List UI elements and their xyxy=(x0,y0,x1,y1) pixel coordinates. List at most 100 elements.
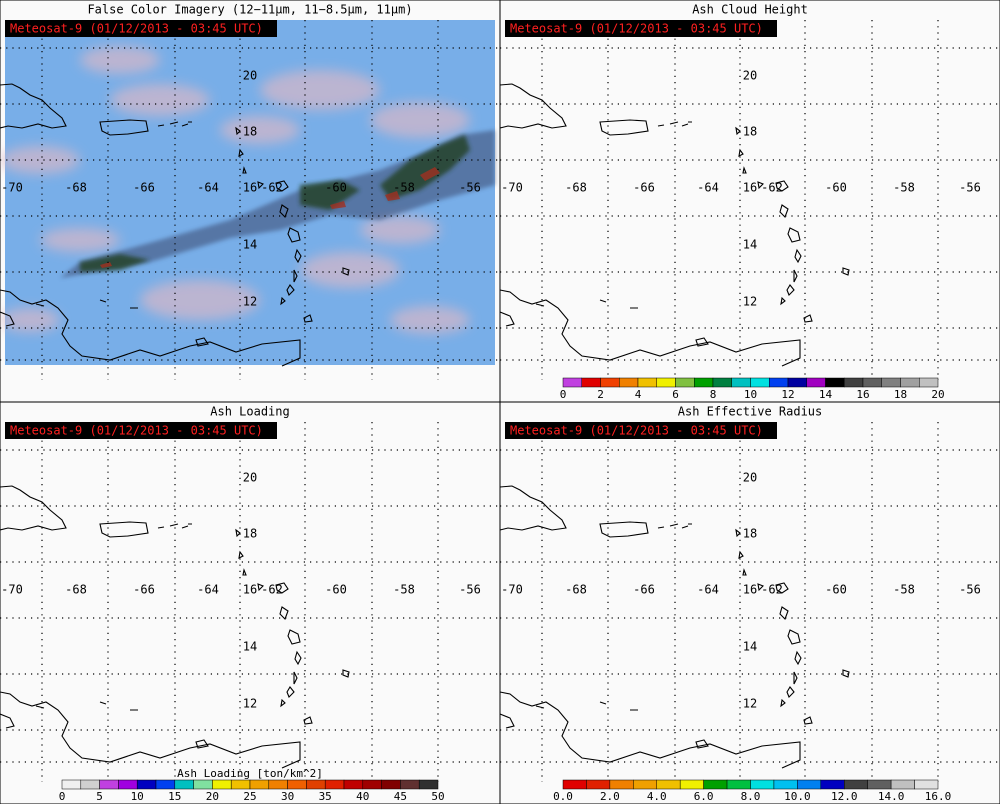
haze xyxy=(220,116,300,144)
colorbar-tick: 4.0 xyxy=(647,790,667,803)
colorbar-tick: 25 xyxy=(243,790,256,803)
colorbar-tick: 40 xyxy=(356,790,369,803)
lon-label: -64 xyxy=(197,583,219,597)
colorbar-swatch xyxy=(268,779,288,790)
lon-label: -64 xyxy=(197,181,219,195)
lon-label: -68 xyxy=(65,181,87,195)
colorbar-swatch xyxy=(362,779,382,790)
coastline xyxy=(599,119,649,136)
colorbar-swatch xyxy=(731,377,751,388)
colorbar-swatch xyxy=(343,779,364,790)
colorbar-swatch xyxy=(773,779,798,790)
panel-frame xyxy=(499,0,1000,403)
colorbar-tick: 10.0 xyxy=(784,790,811,803)
colorbar-tick: 12.0 xyxy=(831,790,858,803)
lon-label: -66 xyxy=(133,181,155,195)
colorbar-swatch xyxy=(581,377,601,388)
lon-label: -66 xyxy=(633,181,655,195)
colorbar-tick: 18 xyxy=(894,388,907,401)
lon-label: -58 xyxy=(893,583,915,597)
colorbar-swatch xyxy=(656,377,676,388)
coastline xyxy=(499,691,801,769)
lon-label: -68 xyxy=(565,583,587,597)
panel-title: False Color Imagery (12−11μm, 11−8.5μm, … xyxy=(87,3,412,17)
colorbar-tick: 12 xyxy=(781,388,794,401)
lat-label: 14 xyxy=(743,238,757,252)
lat-label: 20 xyxy=(743,471,757,485)
colorbar-label: Ash Loading [ton/km^2] xyxy=(177,767,323,780)
colorbar-swatch xyxy=(637,377,657,388)
colorbar-swatch xyxy=(600,377,620,388)
coastline xyxy=(695,716,813,749)
banner-bg xyxy=(5,422,277,439)
colorbar-swatch xyxy=(324,779,345,790)
colorbar-tick: 16 xyxy=(856,388,869,401)
colorbar-swatch xyxy=(174,779,194,790)
colorbar-swatch xyxy=(633,779,657,790)
colorbar-swatch xyxy=(249,779,270,790)
colorbar-swatch xyxy=(381,779,401,790)
lat-label: 18 xyxy=(243,527,257,541)
colorbar-tick: 2.0 xyxy=(600,790,620,803)
colorbar-tick: 20 xyxy=(206,790,219,803)
panel: 20 18 16 14 12 -70 -68 -66 -64 -62 -60 -58 -56 False … xyxy=(0,0,501,403)
panel-title: Ash Loading xyxy=(210,405,289,419)
colorbar-swatch xyxy=(900,377,920,388)
false-color-image xyxy=(0,20,495,365)
colorbar-swatch xyxy=(61,779,82,790)
panel-title: Ash Effective Radius xyxy=(678,405,823,419)
lon-label: -70 xyxy=(1,181,23,195)
colorbar-tick: 20 xyxy=(931,388,944,401)
colorbar-swatch xyxy=(679,779,704,790)
colorbar-swatch xyxy=(844,779,868,790)
lat-label: 12 xyxy=(243,697,257,711)
colorbar-tick: 0 xyxy=(560,388,567,401)
lon-label: -64 xyxy=(697,583,719,597)
colorbar-swatch xyxy=(562,779,587,790)
colorbar-tick: 6.0 xyxy=(694,790,714,803)
lon-label: -60 xyxy=(325,583,347,597)
coastline xyxy=(775,582,801,645)
coastline xyxy=(780,248,802,306)
coastline xyxy=(280,248,302,306)
colorbar-tick: 16.0 xyxy=(925,790,952,803)
banner: Meteosat-9 (01/12/2013 - 03:45 UTC) xyxy=(10,424,263,438)
colorbar-tick: 50 xyxy=(431,790,444,803)
lon-label: -56 xyxy=(959,583,981,597)
colorbar-swatch xyxy=(797,779,822,790)
haze xyxy=(0,308,60,332)
coastline xyxy=(195,716,313,749)
colorbar-swatch xyxy=(820,779,845,790)
coastline xyxy=(157,121,192,127)
lon-label: -58 xyxy=(393,181,415,195)
coastline xyxy=(735,528,764,592)
coastline xyxy=(342,267,350,276)
colorbar-swatch xyxy=(99,779,119,790)
coastline xyxy=(99,119,149,136)
lon-label: -60 xyxy=(825,181,847,195)
lat-label: 20 xyxy=(743,69,757,83)
colorbar-swatch xyxy=(230,779,251,790)
colorbar-swatch xyxy=(867,779,892,790)
panel-frame xyxy=(499,401,1000,804)
coastline xyxy=(0,701,138,729)
lat-label: 14 xyxy=(243,238,257,252)
colorbar-swatch xyxy=(844,377,864,388)
coastline xyxy=(842,669,850,678)
lon-label: -70 xyxy=(501,181,523,195)
lat-label: 18 xyxy=(743,527,757,541)
lon-label: -64 xyxy=(697,181,719,195)
lat-label: 12 xyxy=(743,295,757,309)
coastline xyxy=(0,83,67,129)
coastline xyxy=(235,528,264,592)
haze xyxy=(140,280,260,320)
lat-label: 20 xyxy=(243,471,257,485)
colorbar-swatch xyxy=(656,779,681,790)
colorbar-tick: 45 xyxy=(394,790,407,803)
coastline xyxy=(280,650,302,708)
colorbar-tick: 4 xyxy=(635,388,642,401)
lat-label: 16 xyxy=(743,583,757,597)
colorbar-swatch xyxy=(675,377,695,388)
colorbar-swatch xyxy=(136,779,157,790)
lon-label: -60 xyxy=(325,181,347,195)
